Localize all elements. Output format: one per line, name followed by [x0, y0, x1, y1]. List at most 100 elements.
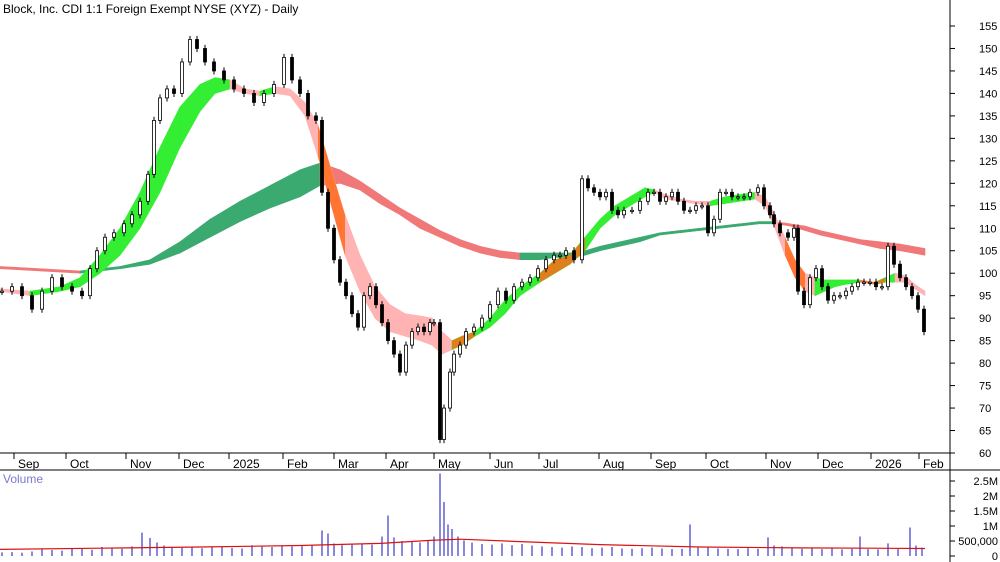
slow-band-segment	[399, 207, 421, 229]
slow-band-segment	[239, 185, 271, 222]
candle-body	[386, 322, 390, 342]
candle-body	[802, 290, 806, 306]
y-tick-label: 100	[979, 268, 997, 280]
candle-body	[850, 286, 854, 292]
volume-bar	[661, 548, 663, 556]
fast-band-segment	[389, 304, 406, 337]
volume-bar	[921, 547, 923, 556]
volume-bar	[811, 548, 813, 556]
y-tick-label: 150	[979, 43, 997, 55]
candle-body	[772, 214, 776, 225]
candle-body	[30, 295, 34, 310]
candle-body	[520, 281, 524, 288]
volume-bar	[333, 543, 335, 556]
volume-bar	[541, 546, 543, 556]
volume-bar	[41, 549, 43, 556]
price-bands	[0, 77, 926, 355]
candle-body	[480, 317, 484, 328]
candle-body	[796, 227, 800, 292]
volume-bar	[251, 545, 253, 556]
volume-bar	[163, 545, 165, 556]
candle-body	[290, 57, 294, 81]
volume-bar	[457, 536, 459, 556]
slow-band-segment	[339, 169, 361, 191]
candle-body	[398, 353, 402, 373]
transition-band	[540, 237, 585, 283]
candle-body	[338, 259, 342, 283]
candle-body	[195, 39, 199, 49]
candle-body	[0, 290, 4, 293]
candle-body	[152, 119, 156, 175]
y-tick-label: 125	[979, 156, 997, 168]
fast-band-segment	[274, 86, 291, 97]
vol-tick-label: 2.5M	[974, 476, 998, 488]
volume-bar	[241, 548, 243, 556]
volume-bar	[707, 547, 709, 556]
candle-body	[314, 115, 318, 121]
y-tick-label: 80	[979, 358, 991, 370]
volume-bar	[491, 544, 493, 556]
volume-bar	[681, 548, 683, 556]
candle-body	[592, 187, 596, 193]
volume-average-line	[0, 538, 926, 550]
candle-body	[778, 223, 782, 234]
x-tick-label: Oct	[710, 457, 729, 471]
slow-band-segment	[619, 236, 641, 247]
candle-body	[332, 227, 336, 261]
volume-bar	[841, 549, 843, 556]
slow-band-segment	[119, 259, 151, 270]
candle-body	[742, 196, 746, 199]
candle-body	[50, 277, 54, 292]
candle-body	[910, 286, 914, 297]
candle-body	[472, 326, 476, 333]
slow-band-segment	[719, 223, 741, 229]
vol-tick-label: 2M	[983, 491, 998, 503]
y-tick-label: 110	[979, 223, 997, 235]
volume-bar	[717, 548, 719, 556]
volume-bar	[401, 541, 403, 556]
fast-band-segment	[199, 77, 216, 113]
candle-body	[880, 286, 884, 289]
candle-body	[262, 93, 266, 103]
volume-bar	[481, 544, 483, 556]
candle-body	[203, 48, 207, 63]
candle-body	[130, 214, 134, 225]
fast-band-segment	[709, 196, 726, 207]
candle-body	[362, 295, 366, 328]
slow-band-segment	[0, 266, 41, 272]
volume-bar	[291, 546, 293, 556]
slow-band-segment	[379, 193, 401, 216]
volume-bar	[551, 547, 553, 556]
slow-band-segment	[739, 221, 761, 227]
slow-band-segment	[359, 180, 381, 205]
volume-ma-line	[0, 538, 926, 550]
candle-body	[916, 295, 920, 310]
candle-body	[528, 277, 532, 283]
fast-band-segment	[289, 88, 306, 117]
volume-bar	[689, 524, 691, 556]
x-tick-label: Sep	[18, 457, 40, 471]
candle-body	[282, 57, 286, 85]
candle-body	[898, 263, 902, 279]
candle-body	[103, 236, 107, 252]
candle-body	[404, 344, 408, 373]
x-tick-label: Sep	[655, 457, 677, 471]
volume-bar	[897, 549, 899, 556]
candle-body	[652, 191, 656, 194]
fast-band-segment	[159, 106, 181, 193]
candle-body	[306, 93, 310, 117]
candle-body	[792, 227, 796, 238]
slow-band-segment	[149, 241, 181, 265]
volume-bar	[463, 540, 465, 556]
x-tick-label: 2025	[233, 457, 260, 471]
candle-body	[112, 232, 116, 238]
candle-body	[368, 286, 372, 297]
volume-bar	[181, 547, 183, 556]
volume-bar	[915, 545, 917, 556]
vol-tick-label: 1.5M	[974, 506, 998, 518]
x-tick-label: Nov	[770, 457, 791, 471]
candle-body	[438, 322, 442, 440]
candle-body	[536, 268, 540, 279]
